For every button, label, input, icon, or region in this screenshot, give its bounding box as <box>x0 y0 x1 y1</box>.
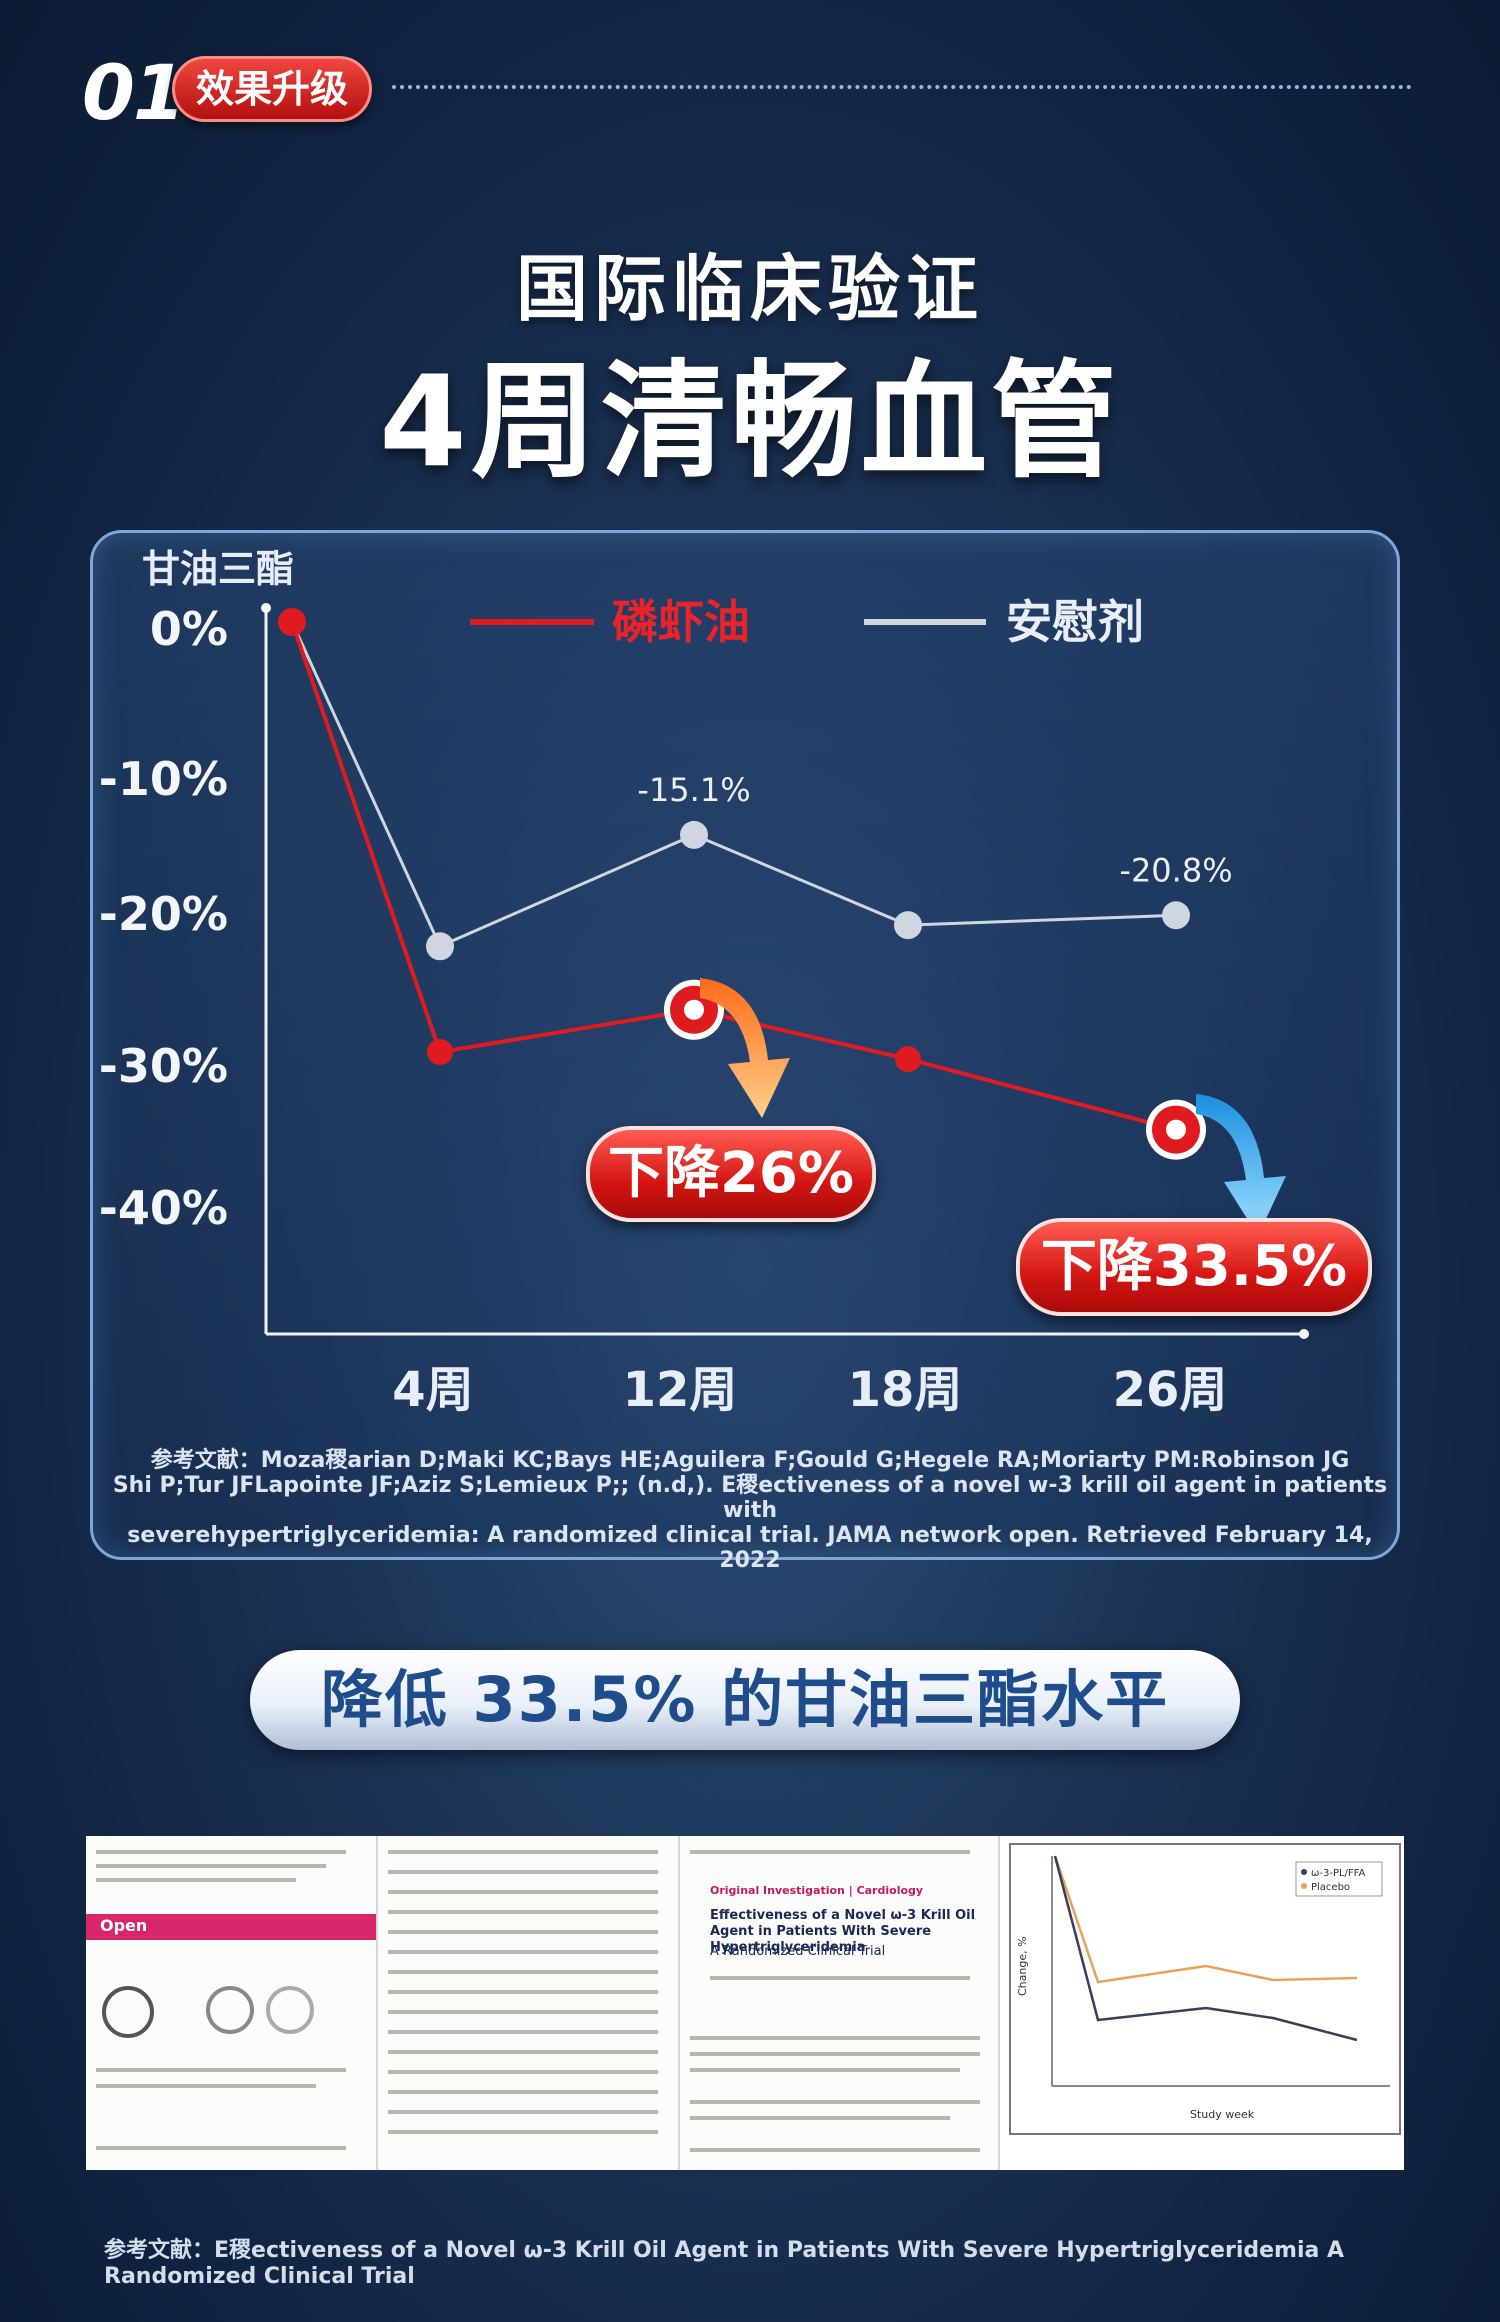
headline-line1: 国际临床验证 <box>515 247 984 331</box>
paper-thumbnails: Open Original Investigation | Cardiology… <box>86 1836 1404 2170</box>
section-number: 01 <box>82 48 186 137</box>
data-point <box>895 1046 921 1073</box>
y-tick-label: -30% <box>99 1039 228 1093</box>
data-label: -20.8% <box>1119 851 1232 889</box>
article-title: Effectiveness of a Novel ω-3 Krill Oil A… <box>710 1908 976 1955</box>
chart-reference-line2: Shi P;Tur JFLapointe JF;Aziz S;Lemieux P… <box>112 1473 1388 1523</box>
data-point <box>426 932 454 961</box>
dotted-divider <box>392 85 1412 89</box>
y-tick-label: -10% <box>99 752 228 806</box>
y-tick-label: -40% <box>99 1181 228 1235</box>
data-point <box>278 608 306 636</box>
y-tick-label: -20% <box>99 887 228 941</box>
article-subtitle: A Randomized Clinical Trial <box>710 1944 886 1959</box>
chart-reference: 参考文献：Moza稷arian D;Maki KC;Bays HE;Aguile… <box>110 1448 1390 1573</box>
mini-xlabel: Study week <box>1190 2108 1255 2121</box>
data-point-core <box>684 999 704 1020</box>
data-point <box>894 911 922 940</box>
legend-label-krill: 磷虾油 <box>612 595 750 649</box>
down-arrow-orange-icon <box>700 978 790 1118</box>
paper-page-2 <box>378 1836 680 2170</box>
chart-reference-line3: severehypertriglyceridemia: A randomized… <box>127 1523 1373 1573</box>
headline-line2: 4周清畅血管 <box>379 348 1121 495</box>
paper-page-1: Open <box>86 1836 378 2170</box>
data-point <box>680 820 708 849</box>
article-category: Original Investigation | Cardiology <box>710 1884 924 1897</box>
x-axis-end-dot <box>1299 1329 1309 1339</box>
data-point <box>427 1039 453 1066</box>
x-tick-label: 26周 <box>1113 1362 1228 1418</box>
mini-chart: ω-3-PL/FFA Placebo Study week Change, % <box>1009 1843 1401 2135</box>
mini-legend-treatment: ω-3-PL/FFA <box>1311 1868 1366 1879</box>
mini-legend-placebo: Placebo <box>1311 1882 1350 1893</box>
y-axis-end-dot <box>261 603 271 613</box>
y-tick-label: 0% <box>150 602 228 656</box>
x-tick-label: 12周 <box>623 1362 738 1418</box>
data-point-core <box>1166 1119 1186 1140</box>
down-arrow-blue-icon <box>1196 1094 1286 1236</box>
chart-reference-line1: 参考文献：Moza稷arian D;Maki KC;Bays HE;Aguile… <box>150 1448 1350 1473</box>
paper-page-4: ω-3-PL/FFA Placebo Study week Change, % <box>1000 1836 1404 2170</box>
triglyceride-chart: 0% -10% -20% -30% -40% 4周 12周 18周 26周 甘油三酯 -15.1%… <box>98 547 1309 1418</box>
x-tick-label: 4周 <box>392 1362 473 1418</box>
legend-label-placebo: 安慰剂 <box>1006 595 1144 649</box>
reduction-badge-12w: 下降26% <box>586 1126 876 1222</box>
chart-panel <box>90 530 1400 1560</box>
x-tick-label: 18周 <box>848 1362 963 1418</box>
highlight-pill: 降低 33.5% 的甘油三酯水平 <box>250 1650 1240 1750</box>
paper-page-3: Original Investigation | Cardiology Effe… <box>680 1836 1000 2170</box>
data-label: -15.1% <box>637 771 750 809</box>
bottom-reference: 参考文献：E稷ectiveness of a Novel ω-3 Krill O… <box>104 2238 1345 2289</box>
mini-ylabel: Change, % <box>1016 1936 1029 1996</box>
section-label-badge: 效果升级 <box>172 56 372 122</box>
reduction-badge-26w: 下降33.5% <box>1016 1218 1372 1316</box>
series-line <box>290 621 1177 1132</box>
data-point <box>1162 901 1190 930</box>
open-label: Open <box>100 1916 148 1935</box>
y-axis-label: 甘油三酯 <box>142 547 294 591</box>
